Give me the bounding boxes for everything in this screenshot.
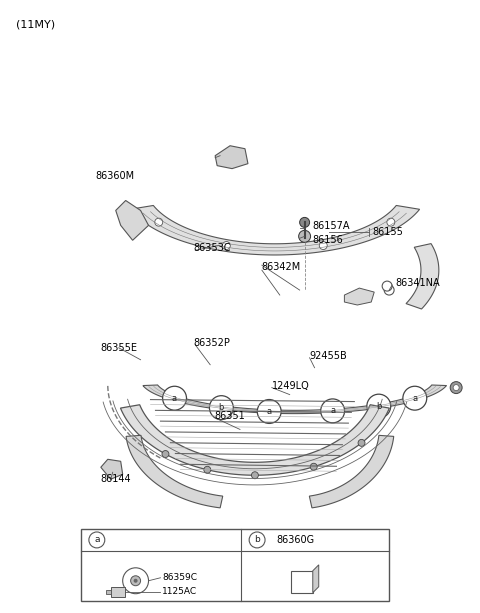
Polygon shape — [215, 146, 248, 169]
Polygon shape — [120, 405, 389, 475]
Circle shape — [131, 576, 141, 586]
Polygon shape — [106, 590, 111, 594]
Circle shape — [123, 568, 148, 594]
Circle shape — [358, 440, 365, 446]
Polygon shape — [126, 435, 223, 508]
Text: 86352P: 86352P — [193, 338, 230, 348]
Text: 86351: 86351 — [214, 411, 245, 421]
Text: 86157A: 86157A — [312, 221, 350, 231]
Circle shape — [299, 230, 311, 242]
Circle shape — [252, 472, 258, 479]
Circle shape — [89, 532, 105, 548]
Circle shape — [133, 579, 138, 583]
Circle shape — [319, 242, 327, 249]
Text: 86342M: 86342M — [262, 262, 301, 272]
Text: 86144: 86144 — [101, 474, 132, 484]
Text: (11MY): (11MY) — [16, 19, 55, 29]
Circle shape — [367, 394, 391, 418]
Polygon shape — [81, 529, 389, 601]
Polygon shape — [130, 205, 420, 255]
Text: b: b — [254, 535, 260, 544]
Circle shape — [453, 384, 459, 390]
Circle shape — [310, 463, 317, 470]
Polygon shape — [309, 435, 394, 508]
Text: b: b — [376, 402, 382, 411]
Polygon shape — [344, 288, 374, 305]
Polygon shape — [101, 459, 123, 479]
Circle shape — [163, 386, 187, 410]
Text: 86341NA: 86341NA — [395, 278, 440, 288]
Text: a: a — [412, 394, 418, 403]
Circle shape — [387, 218, 395, 226]
Text: a: a — [267, 407, 272, 416]
Circle shape — [257, 400, 281, 424]
Circle shape — [321, 399, 345, 423]
Text: a: a — [330, 406, 335, 416]
Text: 92455B: 92455B — [310, 351, 348, 361]
Text: 1125AC: 1125AC — [162, 587, 198, 596]
Circle shape — [162, 451, 169, 457]
Text: 86155: 86155 — [372, 227, 403, 237]
Circle shape — [209, 396, 233, 419]
Text: 86355E: 86355E — [101, 343, 138, 353]
Circle shape — [382, 281, 392, 291]
Circle shape — [403, 386, 427, 410]
Circle shape — [222, 242, 230, 249]
Text: 86359C: 86359C — [162, 573, 197, 582]
Circle shape — [204, 466, 211, 473]
Text: 86360M: 86360M — [96, 170, 135, 181]
Polygon shape — [313, 565, 319, 593]
Polygon shape — [406, 243, 439, 309]
Polygon shape — [291, 571, 313, 593]
Text: 86353C: 86353C — [193, 243, 231, 253]
Text: 86360G: 86360G — [276, 535, 314, 545]
Polygon shape — [143, 385, 446, 414]
Text: 1249LQ: 1249LQ — [272, 381, 310, 390]
Text: a: a — [94, 535, 99, 544]
Circle shape — [384, 285, 394, 295]
Circle shape — [300, 218, 310, 227]
Circle shape — [155, 218, 163, 226]
Text: b: b — [219, 403, 224, 412]
Polygon shape — [116, 200, 148, 240]
Circle shape — [249, 532, 265, 548]
Text: a: a — [172, 394, 177, 403]
Text: 86156: 86156 — [312, 235, 343, 245]
Polygon shape — [111, 587, 125, 596]
Circle shape — [450, 382, 462, 394]
